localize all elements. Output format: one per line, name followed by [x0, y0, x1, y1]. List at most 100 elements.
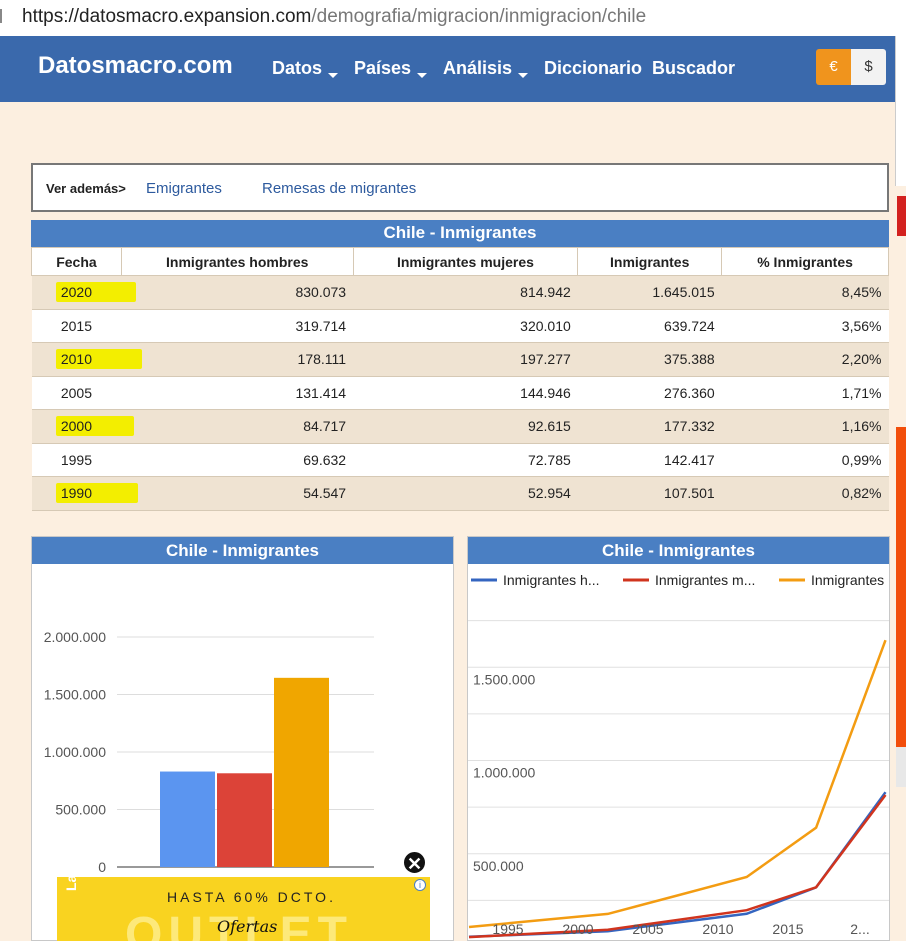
- nav-buscador[interactable]: Buscador: [652, 58, 736, 78]
- highlight-mark: [55, 349, 142, 369]
- cell-fecha-text: 2005: [60, 384, 93, 401]
- cell-hombres: 54.547: [121, 476, 354, 511]
- cell-fecha-text: 1990: [60, 485, 93, 502]
- cell-fecha-text: 1995: [60, 451, 93, 468]
- y-tick-label: 2.000.000: [44, 629, 106, 645]
- cell-fecha: 2000: [31, 409, 134, 444]
- table-row: 2015 319.714 320.010 639.724 3,56%: [31, 308, 889, 343]
- nav-datos[interactable]: Datos: [272, 58, 339, 79]
- table-row: 2000 84.717 92.615 177.332 1,16%: [31, 409, 889, 444]
- see-also-box: Ver además> Emigrantes Remesas de migran…: [31, 163, 889, 212]
- x-tick-label: 2010: [702, 921, 733, 937]
- legend-label: Inmigrantes m...: [655, 572, 755, 588]
- x-tick-label: 2...: [850, 921, 869, 937]
- nav-analisis-label: Análisis: [443, 58, 513, 78]
- nav-paises[interactable]: Países: [354, 58, 428, 79]
- cell-pct: 2,20%: [721, 342, 889, 377]
- y-tick-label: 1.500.000: [44, 687, 106, 703]
- y-tick-label: 1.000.000: [44, 744, 106, 760]
- col-hombres[interactable]: Inmigrantes hombres: [120, 247, 354, 276]
- nav-analisis[interactable]: Análisis: [443, 58, 529, 79]
- chevron-down-icon: [518, 73, 529, 78]
- y-tick-label: 1.500.000: [473, 671, 535, 687]
- side-ad-strip-grey: [896, 747, 906, 787]
- cell-total: 142.417: [577, 442, 722, 477]
- cell-fecha: 2020: [31, 275, 136, 310]
- currency-eur-button[interactable]: €: [816, 49, 851, 85]
- url-path: /demografia/migracion/inmigracion/chile: [311, 6, 647, 27]
- ad-script-text: Ofertas: [217, 917, 278, 936]
- ad-headline: HASTA 60% DCTO.: [167, 889, 336, 905]
- cell-pct: 1,16%: [721, 409, 889, 444]
- cell-mujeres: 72.785: [353, 442, 578, 477]
- col-inmigrantes[interactable]: Inmigrantes: [577, 247, 723, 276]
- window-edge: [0, 9, 2, 23]
- line-chart-title: Chile - Inmigrantes: [468, 537, 889, 564]
- nav-datos-label: Datos: [272, 58, 323, 78]
- cell-mujeres: 197.277: [353, 342, 578, 377]
- x-tick-label: 2000: [562, 921, 593, 937]
- bar: [274, 677, 329, 867]
- highlight-mark: [55, 282, 136, 302]
- link-remesas[interactable]: Remesas de migrantes: [262, 180, 417, 197]
- currency-usd-button[interactable]: $: [851, 49, 886, 85]
- side-ad-strip-orange: [896, 427, 906, 747]
- table-row: 2020 830.073 814.942 1.645.015 8,45%: [31, 275, 889, 310]
- cell-fecha: 2015: [31, 308, 122, 343]
- side-ad-edge: [895, 36, 906, 186]
- cell-fecha: 1990: [31, 476, 138, 511]
- bar-chart-title: Chile - Inmigrantes: [32, 537, 453, 564]
- bar: [160, 771, 215, 867]
- url-text[interactable]: https://datosmacro.expansion.com/demogra…: [22, 6, 646, 28]
- legend-label: Inmigrantes: [811, 572, 884, 588]
- info-icon[interactable]: i: [414, 879, 426, 891]
- highlight-mark: [55, 416, 134, 436]
- ad-banner[interactable]: Lakip OUTLET HASTA 60% DCTO. Ofertas i: [57, 877, 430, 941]
- cell-hombres: 84.717: [121, 409, 354, 444]
- table-row: 1995 69.632 72.785 142.417 0,99%: [31, 442, 889, 477]
- close-icon[interactable]: ✕: [402, 850, 427, 875]
- y-tick-label: 500.000: [473, 858, 524, 874]
- col-mujeres[interactable]: Inmigrantes mujeres: [352, 247, 579, 276]
- table-title: Chile - Inmigrantes: [31, 220, 889, 247]
- nav-diccionario[interactable]: Diccionario: [544, 58, 643, 78]
- col-fecha[interactable]: Fecha: [31, 247, 122, 276]
- table-row: 2005 131.414 144.946 276.360 1,71%: [31, 375, 889, 410]
- cell-total: 177.332: [577, 409, 722, 444]
- legend-label: Inmigrantes h...: [503, 572, 600, 588]
- cell-fecha: 2010: [31, 342, 142, 377]
- cell-total: 639.724: [577, 308, 722, 343]
- cell-fecha: 1995: [31, 442, 122, 477]
- table-row: 1990 54.547 52.954 107.501 0,82%: [31, 476, 889, 511]
- line-chart: Inmigrantes h... Inmigrantes m... Inmigran…: [468, 572, 889, 939]
- ad-side-text: Lakip: [63, 877, 79, 891]
- cell-pct: 3,56%: [721, 308, 889, 343]
- nav-paises-label: Países: [354, 58, 412, 78]
- cell-pct: 1,71%: [721, 375, 889, 410]
- x-tick-label: 1995: [492, 921, 523, 937]
- cell-pct: 8,45%: [721, 275, 889, 310]
- cell-total: 107.501: [577, 476, 722, 511]
- site-header: Datosmacro.com Datos Países Análisis Dic…: [0, 36, 906, 102]
- immigrants-table: Fecha Inmigrantes hombres Inmigrantes mu…: [31, 247, 889, 511]
- cell-mujeres: 814.942: [353, 275, 578, 310]
- see-also-label: Ver además>: [46, 181, 126, 196]
- cell-hombres: 131.414: [121, 375, 354, 410]
- cell-mujeres: 144.946: [353, 375, 578, 410]
- col-porcentaje[interactable]: % Inmigrantes: [721, 247, 889, 276]
- cell-fecha-text: 2020: [60, 284, 93, 301]
- table-row: 2010 178.111 197.277 375.388 2,20%: [31, 342, 889, 377]
- x-tick-label: 2015: [772, 921, 803, 937]
- cell-hombres: 830.073: [121, 275, 354, 310]
- series-line: [468, 794, 887, 939]
- cell-fecha-text: 2000: [60, 418, 93, 435]
- browser-url-bar[interactable]: https://datosmacro.expansion.com/demogra…: [0, 0, 906, 36]
- series-line: [468, 639, 887, 929]
- cell-fecha-text: 2015: [60, 317, 93, 334]
- cell-hombres: 178.111: [121, 342, 354, 377]
- link-emigrantes[interactable]: Emigrantes: [146, 180, 222, 197]
- highlight-mark: [55, 483, 138, 503]
- chevron-down-icon: [328, 73, 339, 78]
- site-logo[interactable]: Datosmacro.com: [38, 52, 233, 79]
- url-host: https://datosmacro.expansion.com: [22, 6, 312, 27]
